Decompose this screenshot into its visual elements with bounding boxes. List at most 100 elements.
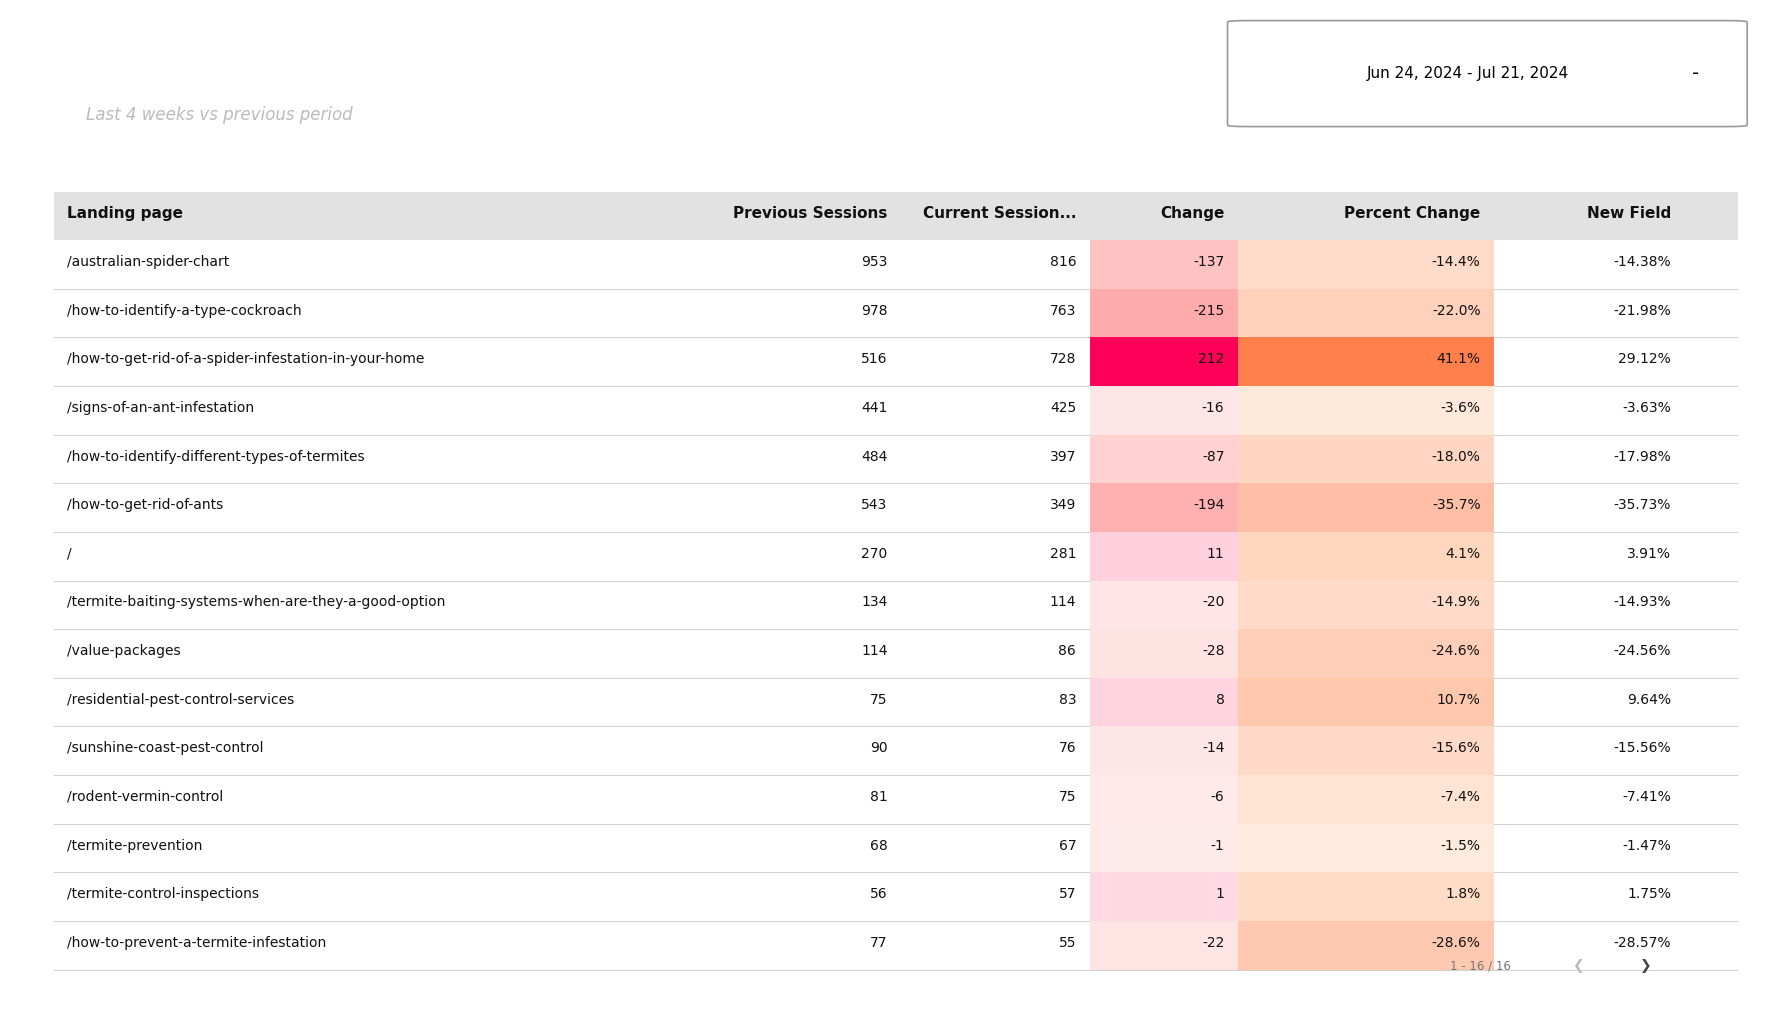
Text: 1: 1 <box>1215 887 1224 901</box>
Text: -35.7%: -35.7% <box>1432 498 1480 513</box>
Text: 484: 484 <box>862 450 887 464</box>
Bar <box>54 192 1738 241</box>
Text: -28: -28 <box>1202 645 1224 658</box>
Text: /value-packages: /value-packages <box>68 645 181 658</box>
Text: 76: 76 <box>1059 741 1077 755</box>
Text: -1: -1 <box>1211 838 1224 853</box>
Text: 29.12%: 29.12% <box>1618 352 1670 366</box>
Text: 86: 86 <box>1059 645 1077 658</box>
Text: /signs-of-an-ant-infestation: /signs-of-an-ant-infestation <box>68 401 254 415</box>
Bar <box>1238 823 1495 872</box>
Text: 516: 516 <box>862 352 887 366</box>
Bar <box>1090 581 1238 629</box>
Text: -24.56%: -24.56% <box>1613 645 1670 658</box>
Text: /how-to-get-rid-of-ants: /how-to-get-rid-of-ants <box>68 498 224 513</box>
Bar <box>1238 289 1495 337</box>
Text: /how-to-identify-different-types-of-termites: /how-to-identify-different-types-of-term… <box>68 450 366 464</box>
Text: /rodent-vermin-control: /rodent-vermin-control <box>68 790 224 804</box>
Text: -18.0%: -18.0% <box>1432 450 1480 464</box>
Text: /termite-prevention: /termite-prevention <box>68 838 202 853</box>
Bar <box>1238 386 1495 434</box>
Text: 270: 270 <box>862 547 887 561</box>
Text: -215: -215 <box>1193 303 1224 318</box>
Text: New Field: New Field <box>1586 206 1670 221</box>
Text: -35.73%: -35.73% <box>1613 498 1670 513</box>
Text: ❮: ❮ <box>1572 958 1584 972</box>
Text: 1 - 16 / 16: 1 - 16 / 16 <box>1450 959 1511 972</box>
Text: /how-to-identify-a-type-cockroach: /how-to-identify-a-type-cockroach <box>68 303 301 318</box>
Text: 81: 81 <box>869 790 887 804</box>
Text: -137: -137 <box>1193 255 1224 269</box>
Text: 68: 68 <box>869 838 887 853</box>
Bar <box>1090 483 1238 532</box>
Text: 4.1%: 4.1% <box>1446 547 1480 561</box>
Text: /residential-pest-control-services: /residential-pest-control-services <box>68 692 294 706</box>
Text: -3.63%: -3.63% <box>1622 401 1670 415</box>
Bar <box>1090 823 1238 872</box>
Text: -20: -20 <box>1202 596 1224 609</box>
Text: -17.98%: -17.98% <box>1613 450 1670 464</box>
Text: -6: -6 <box>1211 790 1224 804</box>
Text: /how-to-get-rid-of-a-spider-infestation-in-your-home: /how-to-get-rid-of-a-spider-infestation-… <box>68 352 425 366</box>
Text: -: - <box>1692 64 1699 83</box>
Text: /termite-baiting-systems-when-are-they-a-good-option: /termite-baiting-systems-when-are-they-a… <box>68 596 446 609</box>
Bar <box>1090 921 1238 969</box>
Text: /sunshine-coast-pest-control: /sunshine-coast-pest-control <box>68 741 263 755</box>
Text: /australian-spider-chart: /australian-spider-chart <box>68 255 229 269</box>
Text: -15.56%: -15.56% <box>1613 741 1670 755</box>
Text: Landing page: Landing page <box>68 206 183 221</box>
Text: BLENDED TIME PERIODS: BLENDED TIME PERIODS <box>86 40 616 78</box>
Bar <box>1090 241 1238 289</box>
Text: -14.38%: -14.38% <box>1613 255 1670 269</box>
Text: 10.7%: 10.7% <box>1437 692 1480 706</box>
Bar <box>1238 872 1495 921</box>
Bar <box>1238 727 1495 775</box>
Text: -28.6%: -28.6% <box>1432 936 1480 950</box>
Text: 8: 8 <box>1215 692 1224 706</box>
Text: 75: 75 <box>871 692 887 706</box>
Text: -16: -16 <box>1202 401 1224 415</box>
Text: -1.5%: -1.5% <box>1441 838 1480 853</box>
Bar <box>1238 337 1495 386</box>
Bar <box>1090 337 1238 386</box>
Text: 978: 978 <box>862 303 887 318</box>
Text: Change: Change <box>1159 206 1224 221</box>
Bar <box>1238 434 1495 483</box>
Text: 763: 763 <box>1050 303 1077 318</box>
Text: 56: 56 <box>869 887 887 901</box>
Text: -7.41%: -7.41% <box>1622 790 1670 804</box>
Text: 3.91%: 3.91% <box>1627 547 1670 561</box>
Text: 1.8%: 1.8% <box>1446 887 1480 901</box>
Text: -22: -22 <box>1202 936 1224 950</box>
Bar <box>1090 629 1238 678</box>
Text: Previous Sessions: Previous Sessions <box>733 206 887 221</box>
Text: 114: 114 <box>1050 596 1077 609</box>
Bar <box>1090 872 1238 921</box>
Text: 816: 816 <box>1050 255 1077 269</box>
Text: 425: 425 <box>1050 401 1077 415</box>
Text: 728: 728 <box>1050 352 1077 366</box>
Text: -3.6%: -3.6% <box>1441 401 1480 415</box>
Text: 57: 57 <box>1059 887 1077 901</box>
Text: 441: 441 <box>862 401 887 415</box>
Text: -14.4%: -14.4% <box>1432 255 1480 269</box>
Text: -7.4%: -7.4% <box>1441 790 1480 804</box>
Text: Percent Change: Percent Change <box>1344 206 1480 221</box>
Text: 90: 90 <box>869 741 887 755</box>
Text: 212: 212 <box>1199 352 1224 366</box>
Text: -14: -14 <box>1202 741 1224 755</box>
Bar <box>1238 532 1495 581</box>
Text: -14.9%: -14.9% <box>1432 596 1480 609</box>
Text: 9.64%: 9.64% <box>1627 692 1670 706</box>
Text: 77: 77 <box>871 936 887 950</box>
Text: ❯: ❯ <box>1640 958 1652 972</box>
Text: 281: 281 <box>1050 547 1077 561</box>
Bar <box>1238 629 1495 678</box>
Bar <box>1238 921 1495 969</box>
Text: 11: 11 <box>1206 547 1224 561</box>
Text: -194: -194 <box>1193 498 1224 513</box>
Text: 75: 75 <box>1059 790 1077 804</box>
Text: Last 4 weeks vs previous period: Last 4 weeks vs previous period <box>86 106 353 124</box>
Text: /how-to-prevent-a-termite-infestation: /how-to-prevent-a-termite-infestation <box>68 936 326 950</box>
Text: 55: 55 <box>1059 936 1077 950</box>
